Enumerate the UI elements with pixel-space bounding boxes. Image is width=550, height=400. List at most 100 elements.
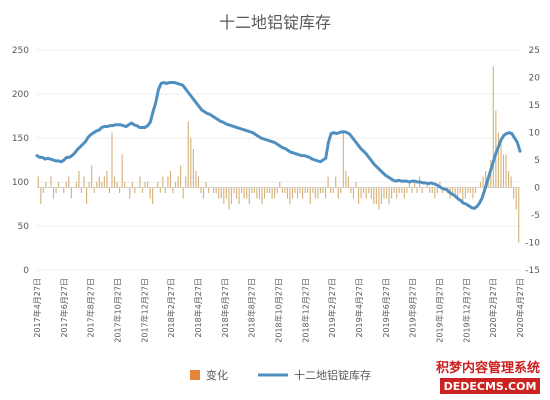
bar [162, 176, 164, 188]
bar [332, 187, 334, 193]
bar [220, 187, 222, 199]
bar [149, 187, 151, 199]
legend-bar-label: 变化 [206, 368, 228, 382]
x-tick-label: 2018年6月27日 [220, 278, 230, 338]
bar [302, 187, 304, 199]
bar [126, 187, 128, 188]
bar [276, 187, 278, 193]
y-axis-right: -15 -10 -5 0 5 10 15 20 25 [525, 46, 540, 276]
bar [121, 154, 123, 188]
watermark-bg [440, 378, 540, 394]
x-tick-label: 2018年2月27日 [166, 278, 176, 338]
x-tick-label: 2018年4月27日 [193, 278, 203, 338]
line-series [35, 81, 522, 210]
bar [238, 187, 240, 204]
bar [472, 187, 474, 199]
y-right-tick-label: 5 [534, 156, 540, 166]
bar [258, 187, 260, 199]
bar [235, 187, 238, 199]
bar [439, 182, 441, 188]
bar [253, 187, 255, 193]
legend-line-label: 十二地铝锭库存 [294, 368, 371, 382]
bar [467, 187, 469, 193]
bar [378, 187, 380, 210]
bar [215, 187, 217, 193]
bar [413, 182, 416, 188]
x-tick-label: 2019年4月27日 [354, 278, 364, 338]
bar [482, 176, 484, 188]
bar [368, 187, 370, 193]
bar [312, 187, 314, 193]
bar [421, 187, 423, 193]
x-tick-label: 2020年2月27日 [488, 278, 498, 338]
bar [375, 187, 377, 204]
bar [159, 187, 161, 193]
bar [391, 187, 393, 199]
bar [513, 187, 515, 199]
y-right-tick-label: 25 [529, 46, 540, 56]
x-axis: 2017年4月27日 2017年6月27日 2017年8月27日 2017年10月27… [32, 278, 525, 343]
bar [50, 176, 52, 188]
bar [91, 165, 93, 188]
bar [185, 176, 187, 188]
bar [401, 187, 403, 193]
bar [202, 187, 205, 199]
bar [429, 187, 431, 193]
bar [169, 171, 172, 188]
bar [251, 187, 253, 193]
bar [495, 110, 497, 188]
bar [436, 187, 438, 193]
bar [370, 187, 372, 199]
bar [139, 176, 141, 188]
bar [330, 187, 332, 193]
bar [83, 176, 85, 188]
bar [385, 187, 388, 199]
bar [452, 187, 454, 193]
x-tick-label: 2017年6月27日 [59, 278, 69, 338]
bar [324, 187, 327, 199]
bar [327, 176, 329, 188]
bar [197, 176, 199, 188]
bar [42, 187, 44, 193]
bar [195, 171, 197, 188]
bar [477, 187, 479, 188]
bar [141, 187, 144, 193]
bar [174, 182, 177, 188]
bar [289, 187, 291, 204]
y-left-tick-label: 100 [12, 178, 29, 188]
y-left-tick-label: 50 [18, 222, 30, 232]
x-tick-label: 2019年8月27日 [408, 278, 418, 338]
bar [70, 187, 72, 199]
bar [462, 187, 464, 204]
bar [65, 182, 67, 188]
bar [147, 182, 149, 188]
bar [78, 171, 80, 188]
bar [281, 187, 283, 193]
bar [218, 187, 220, 199]
bar [223, 187, 225, 204]
bar [457, 187, 459, 199]
bar [73, 187, 75, 188]
bar [393, 187, 395, 193]
bar [406, 187, 408, 193]
bar [47, 187, 50, 188]
bar [279, 182, 281, 188]
x-tick-label: 2018年10月27日 [274, 278, 284, 343]
watermark: 积梦内容管理系统 DEDECMS.COM [436, 360, 540, 394]
y-right-tick-label: -15 [525, 266, 540, 276]
bar [469, 187, 471, 193]
y-right-tick-label: 20 [529, 74, 541, 84]
bar [485, 171, 487, 188]
bar [93, 187, 95, 193]
bar [464, 187, 466, 199]
x-tick-label: 2019年6月27日 [381, 278, 391, 338]
bar [136, 187, 138, 188]
bar [347, 176, 349, 188]
bar [167, 176, 169, 188]
bar [304, 187, 306, 193]
bar [208, 187, 210, 193]
bar [314, 187, 316, 199]
bar [518, 187, 520, 243]
bar [388, 187, 390, 204]
bar [358, 187, 360, 204]
